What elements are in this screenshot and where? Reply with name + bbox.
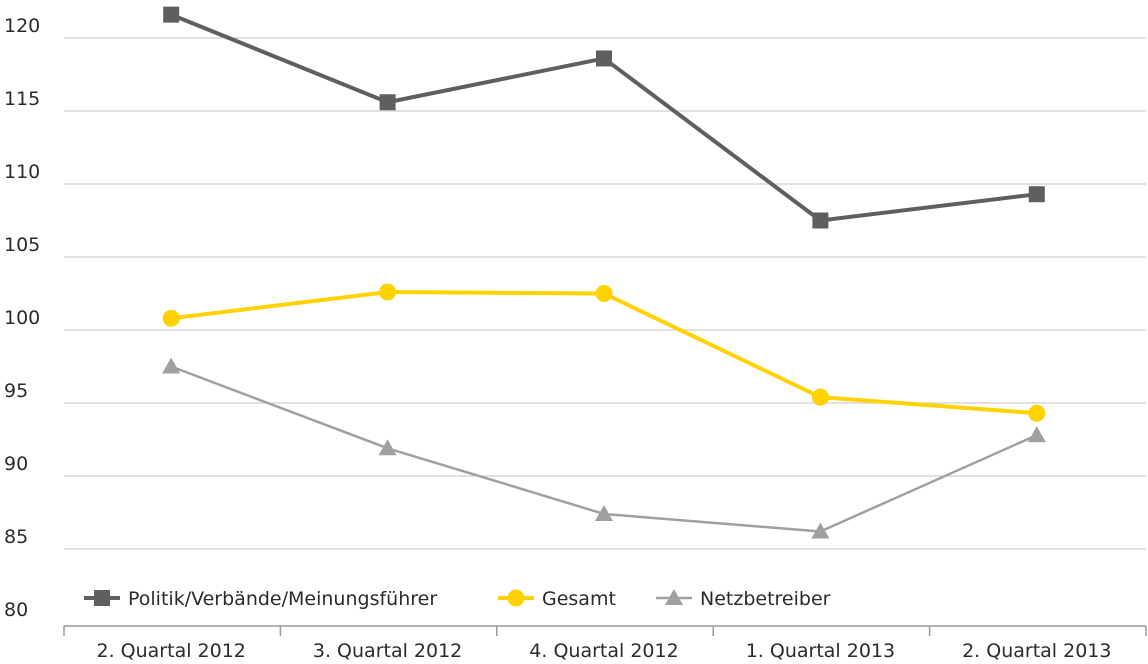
x-tick-label: 1. Quartal 2013 [746, 640, 895, 662]
legend-label: Politik/Verbände/Meinungsführer [128, 588, 437, 610]
legend-marker [94, 590, 110, 606]
data-point [379, 283, 397, 301]
data-point [1028, 186, 1045, 203]
legend-item: Politik/Verbände/Meinungsführer [84, 588, 437, 610]
y-tick-label: 90 [4, 453, 28, 475]
data-point [162, 309, 180, 327]
x-tick-label: 3. Quartal 2012 [313, 640, 462, 662]
data-point [379, 94, 396, 111]
data-point [1027, 426, 1046, 443]
data-point [812, 212, 829, 229]
data-point [811, 388, 829, 406]
legend-item: Gesamt [498, 588, 616, 610]
legend-marker [665, 589, 683, 605]
y-tick-label: 85 [4, 526, 28, 548]
y-tick-label: 95 [4, 380, 28, 402]
data-point [596, 50, 612, 67]
y-tick-label: 110 [4, 161, 40, 183]
y-tick-label: 115 [4, 88, 40, 110]
legend-marker [507, 589, 525, 607]
series-group [162, 6, 1046, 539]
series-line [170, 290, 1037, 416]
y-tick-label: 105 [4, 234, 40, 256]
series-line [170, 12, 1038, 223]
legend-item: Netzbetreiber [656, 588, 831, 610]
legend-label: Netzbetreiber [700, 588, 831, 610]
data-point [595, 285, 613, 302]
x-tick-label: 2. Quartal 2012 [97, 640, 246, 662]
legend-label: Gesamt [542, 588, 616, 610]
series-square [163, 6, 1045, 229]
data-point [378, 439, 397, 456]
x-tick-label: 4. Quartal 2012 [529, 640, 678, 662]
y-tick-label: 120 [4, 15, 40, 37]
data-point [163, 6, 180, 23]
y-axis: 80 85 90 95 100 105 110 115 120 [4, 15, 40, 621]
series-triangle [162, 357, 1046, 539]
y-tick-label: 100 [4, 307, 40, 329]
data-point [1028, 404, 1046, 422]
data-point [811, 522, 830, 539]
y-tick-label: 80 [4, 599, 28, 621]
x-axis: 2. Quartal 2012 3. Quartal 2012 4. Quartal… [63, 625, 1147, 662]
data-point [595, 504, 613, 521]
data-point [162, 357, 181, 374]
x-tick-label: 2. Quartal 2013 [962, 640, 1111, 662]
legend: Politik/Verbände/Meinungsführer Gesamt Net… [84, 588, 831, 610]
gridlines [64, 37, 1146, 550]
series-circle [162, 283, 1046, 422]
